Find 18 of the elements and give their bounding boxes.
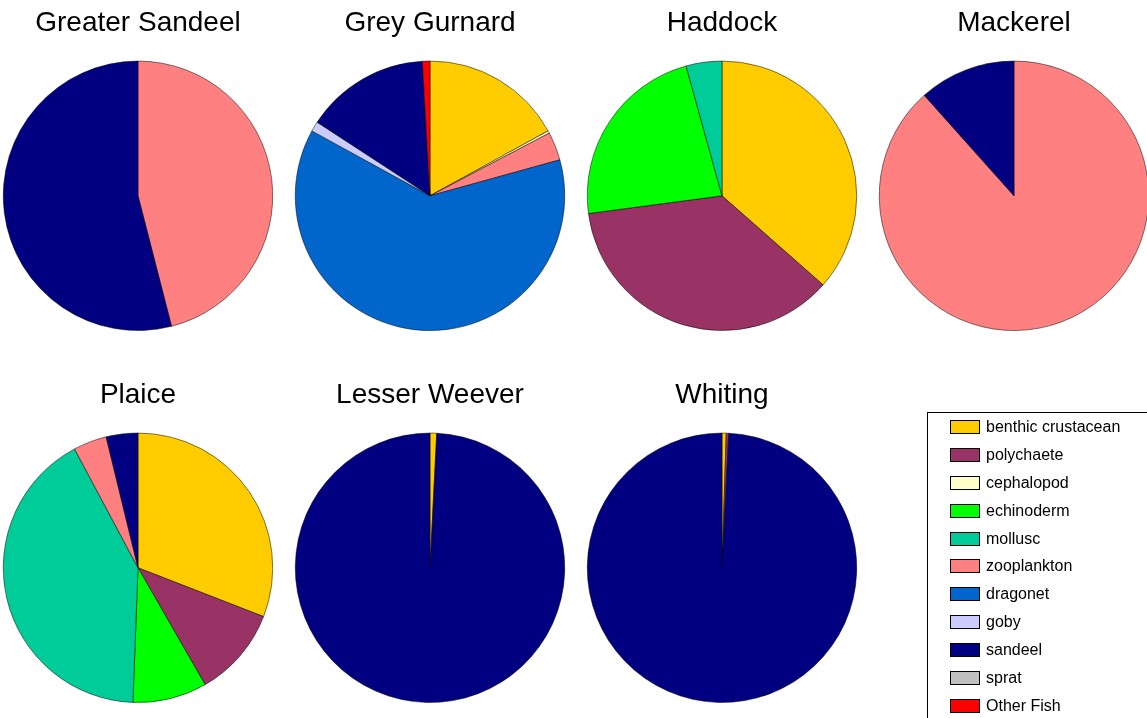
legend-label: sprat <box>986 668 1022 687</box>
chart-title: Mackerel <box>957 5 1071 37</box>
legend-label: benthic crustacean <box>986 417 1121 436</box>
legend-label: dragonet <box>986 585 1050 604</box>
chart-title: Greater Sandeel <box>35 5 241 37</box>
chart-title: Plaice <box>99 377 177 409</box>
chart-title: Grey Gurnard <box>344 5 516 37</box>
chart-title: Whiting <box>675 377 769 409</box>
chart-title: Haddock <box>666 5 779 37</box>
legend-label: echinoderm <box>986 501 1070 520</box>
legend-label: zooplankton <box>986 557 1073 576</box>
chart-title: Lesser Weever <box>336 377 524 409</box>
legend-label: mollusc <box>986 529 1041 548</box>
legend-label: cephalopod <box>986 473 1069 492</box>
legend-label: goby <box>986 613 1021 632</box>
legend-label: sandeel <box>986 641 1043 660</box>
legend-label: Other Fish <box>986 696 1061 715</box>
legend-label: polychaete <box>986 445 1064 464</box>
